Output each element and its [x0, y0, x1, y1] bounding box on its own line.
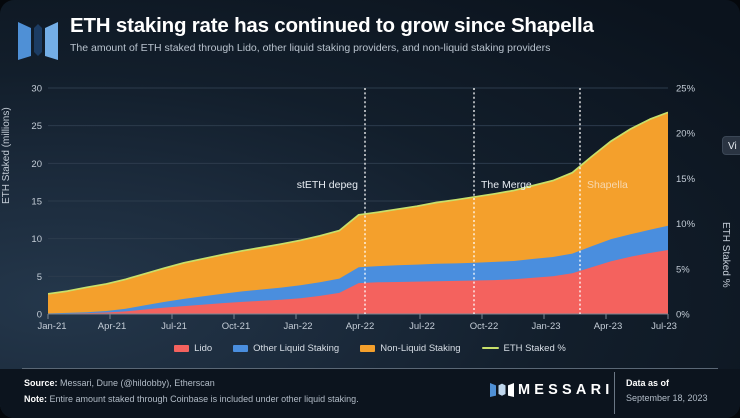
- footer-vertical-divider: [614, 372, 615, 414]
- note-line: Note: Entire amount staked through Coinb…: [24, 394, 359, 404]
- legend-swatch-icon: [233, 344, 249, 352]
- y-tick-left: 20: [31, 159, 42, 170]
- header: ETH staking rate has continued to grow s…: [0, 0, 740, 70]
- annotation-label-steth-depeg: stETH depeg: [297, 179, 358, 191]
- chart-legend: Lido Other Liquid Staking Non-Liquid Sta…: [0, 340, 740, 356]
- note-text: Entire amount staked through Coinbase is…: [47, 394, 359, 404]
- y-tick-left: 15: [31, 197, 42, 208]
- messari-footer-logo-icon: [490, 383, 514, 397]
- stacked-area-chart: 30 25 20 15 10 5 0 25% 20% 15% 10% 5% 0%…: [31, 84, 696, 333]
- data-as-of-date: September 18, 2023: [626, 393, 708, 403]
- x-tick: Jul-21: [161, 321, 187, 332]
- annotation-label-shapella: Shapella: [587, 179, 628, 191]
- page-subtitle: The amount of ETH staked through Lido, o…: [70, 42, 551, 54]
- legend-label: ETH Staked %: [503, 342, 566, 354]
- x-tick: Jul-22: [409, 321, 435, 332]
- y-tick-left: 0: [37, 310, 42, 321]
- y-tick-right: 20%: [676, 129, 696, 140]
- footer-divider: [22, 368, 718, 369]
- legend-swatch-icon: [360, 344, 376, 352]
- x-tick: Apr-22: [346, 321, 375, 332]
- legend-item-lido[interactable]: Lido: [174, 343, 212, 354]
- legend-item-eth-staked-percent[interactable]: ETH Staked %: [481, 342, 566, 354]
- y-tick-right: 10%: [676, 219, 696, 230]
- x-tick: Apr-21: [98, 321, 127, 332]
- y-axis-left-ticks: 30 25 20 15 10 5 0: [31, 84, 42, 321]
- data-as-of-label: Data as of: [626, 378, 670, 388]
- x-tick: Jan-21: [37, 321, 66, 332]
- source-text: Messari, Dune (@hildobby), Etherscan: [57, 378, 215, 388]
- y-tick-left: 5: [37, 272, 42, 283]
- y-tick-left: 30: [31, 84, 42, 95]
- source-line: Source: Messari, Dune (@hildobby), Ether…: [24, 378, 215, 388]
- x-tick: Oct-21: [222, 321, 251, 332]
- page-title: ETH staking rate has continued to grow s…: [70, 14, 594, 37]
- y-axis-right-title: ETH Staked %: [720, 222, 731, 288]
- y-axis-left-title: ETH Staked (millions): [1, 107, 12, 204]
- source-label: Source:: [24, 378, 58, 388]
- y-tick-right: 0%: [676, 310, 690, 321]
- x-tick: Jan-22: [283, 321, 312, 332]
- x-tick-marks: [47, 314, 669, 319]
- x-tick: Jul-23: [651, 321, 677, 332]
- note-label: Note:: [24, 394, 47, 404]
- x-axis-ticks: Jan-21 Apr-21 Jul-21 Oct-21 Jan-22 Apr-2…: [37, 321, 676, 332]
- chart-plot-area: 30 25 20 15 10 5 0 25% 20% 15% 10% 5% 0%…: [0, 72, 740, 333]
- area-lido: [48, 250, 668, 314]
- x-tick: Oct-22: [470, 321, 499, 332]
- y-tick-right: 25%: [676, 84, 696, 95]
- line-eth-staked-percent: [48, 111, 668, 295]
- annotation-label-the-merge: The Merge: [481, 179, 532, 191]
- legend-swatch-icon: [174, 344, 190, 352]
- y-tick-left: 25: [31, 121, 42, 132]
- y-axis-right-ticks: 25% 20% 15% 10% 5% 0%: [676, 84, 696, 321]
- y-tick-right: 5%: [676, 264, 690, 275]
- x-tick: Jan-23: [531, 321, 560, 332]
- messari-logo-icon: [18, 22, 58, 60]
- y-tick-right: 15%: [676, 174, 696, 185]
- legend-label: Other Liquid Staking: [253, 342, 340, 354]
- messari-wordmark: MESSARI: [518, 382, 614, 398]
- legend-label: Lido: [194, 342, 213, 354]
- legend-line-icon: [481, 346, 499, 350]
- footer: [0, 369, 740, 418]
- y-tick-left: 10: [31, 234, 42, 245]
- legend-item-non-liquid-staking[interactable]: Non-Liquid Staking: [360, 342, 461, 354]
- legend-label: Non-Liquid Staking: [380, 342, 461, 354]
- area-series-group: [48, 111, 668, 314]
- view-button[interactable]: Vi: [722, 136, 740, 155]
- legend-item-other-liquid-staking[interactable]: Other Liquid Staking: [233, 343, 339, 354]
- x-tick: Apr-23: [594, 321, 623, 332]
